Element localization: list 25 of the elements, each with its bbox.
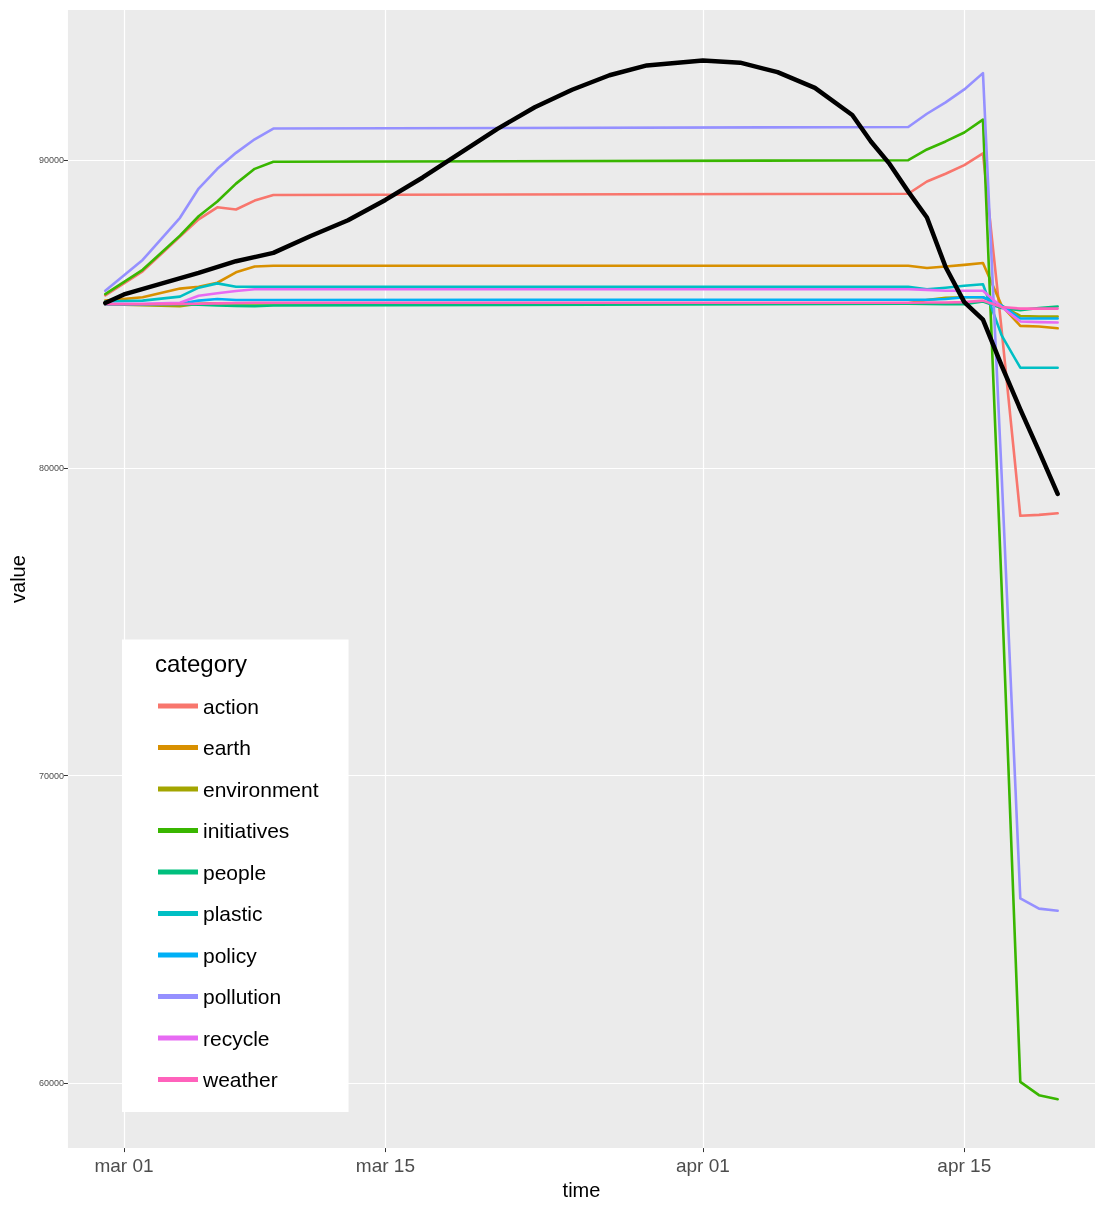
legend-label: recycle [203,1026,270,1050]
legend-label: policy [203,943,258,967]
y-tick-label: 70000 [38,770,64,781]
line-series [103,282,1059,370]
legend-label: weather [202,1068,278,1091]
legend-label: initiatives [203,819,290,842]
line-series [103,118,1059,1101]
line-series [103,261,1059,330]
legend-label: plastic [203,902,263,925]
y-tick-label: 80000 [38,462,64,473]
legend-title: category [155,649,248,677]
x-tick-label: mar 15 [355,1155,415,1177]
legend-label: earth [203,736,251,759]
x-axis-title: time [562,1179,601,1201]
legend-label: action [203,694,260,718]
x-tick-label: apr 01 [675,1155,730,1177]
y-axis-title: value [7,555,29,603]
x-tick-label: mar 01 [94,1155,154,1177]
x-tick-label: apr 15 [937,1155,992,1177]
line-series [103,58,1060,497]
y-tick-label: 90000 [38,154,64,165]
legend-label: environment [203,777,319,801]
legend-label: people [203,860,267,884]
legend-label: pollution [203,985,282,1008]
y-tick-label: 60000 [38,1078,64,1089]
